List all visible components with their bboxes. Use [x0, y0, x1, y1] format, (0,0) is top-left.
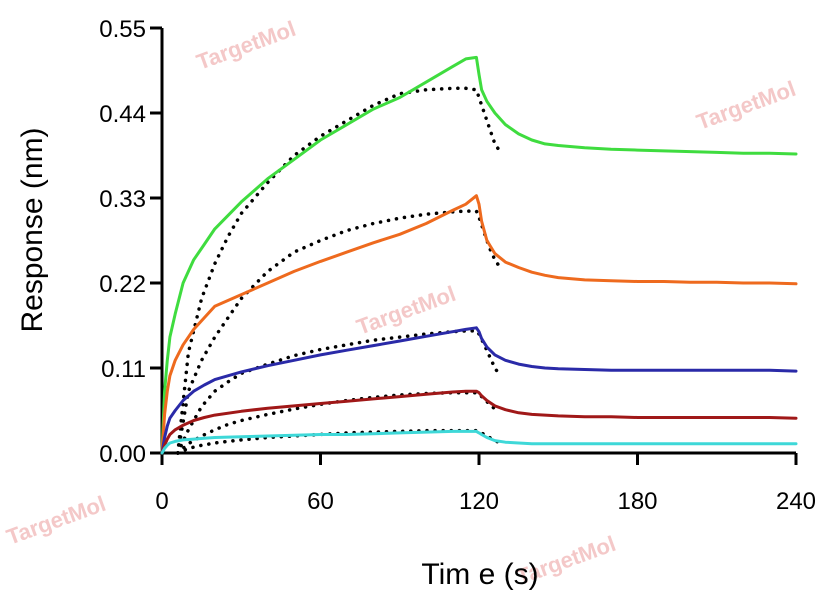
fit-curves	[176, 86, 502, 455]
axes	[160, 28, 796, 455]
y-tick-label: 0.55	[99, 16, 146, 43]
data-series	[160, 55, 798, 455]
series-line-cyan	[160, 429, 798, 455]
y-tick-label: 0.33	[99, 186, 146, 213]
x-tick-label: 60	[307, 488, 334, 515]
series-line-green	[160, 55, 798, 455]
x-tick-label: 120	[459, 488, 499, 515]
x-axis-title: Tim e (s)	[421, 558, 538, 591]
fit-green-curve	[176, 86, 502, 455]
series-line-blue	[160, 326, 798, 455]
x-tick-label: 180	[617, 488, 657, 515]
y-axis-title: Response (nm)	[16, 127, 49, 332]
series-line-orange	[160, 194, 798, 455]
y-tick-label: 0.44	[99, 101, 146, 128]
watermark-text: TargetMol	[693, 76, 799, 135]
y-tick-label: 0.22	[99, 271, 146, 298]
x-tick-label: 0	[155, 488, 168, 515]
watermark-text: TargetMol	[353, 281, 459, 340]
series-line-dark-red	[160, 389, 798, 455]
x-ticks: 0 60 120 180 240	[155, 453, 816, 515]
y-tick-label: 0.11	[101, 356, 146, 383]
watermark-text: TargetMol	[193, 16, 299, 75]
x-tick-label: 240	[776, 488, 816, 515]
watermark-text: TargetMol	[3, 491, 109, 550]
y-ticks: 0.00 0.11 0.22 0.33 0.44 0.55	[99, 16, 162, 468]
y-tick-label: 0.00	[99, 441, 146, 468]
